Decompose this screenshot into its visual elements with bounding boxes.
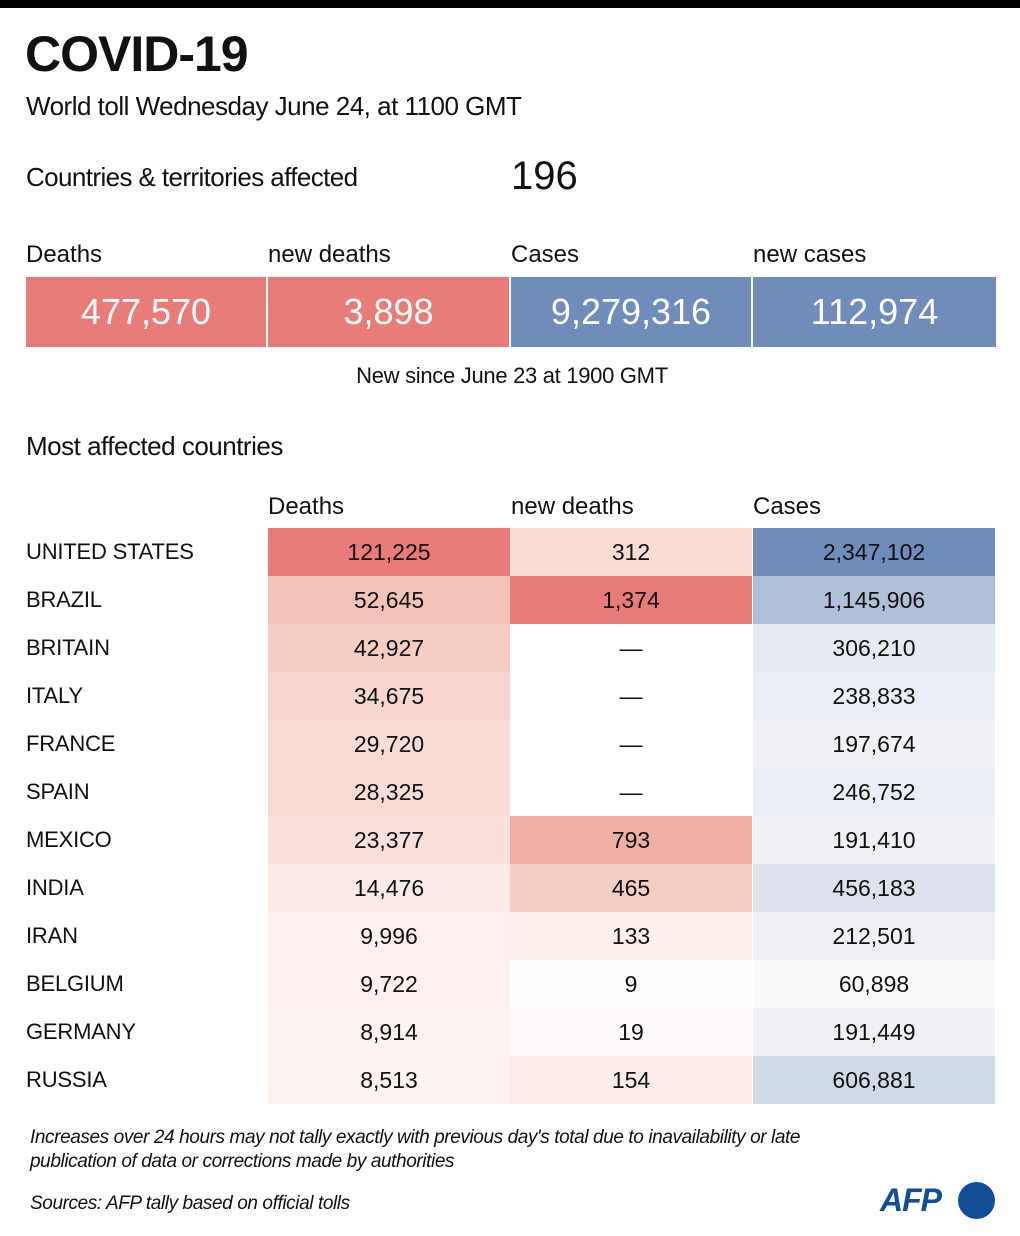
cases-cell: 606,881 <box>753 1056 995 1104</box>
country-name: GERMANY <box>26 1019 136 1044</box>
new-deaths-cell: — <box>510 720 752 768</box>
deaths-cell: 9,996 <box>268 912 510 960</box>
table-row: BRITAIN 42,927—306,210 <box>0 624 1020 672</box>
deaths-cell: 29,720 <box>268 720 510 768</box>
summary-header-cases: Cases <box>511 241 580 268</box>
deaths-cell: 34,675 <box>268 672 510 720</box>
new-deaths-cell: 793 <box>510 816 752 864</box>
deaths-cell: 42,927 <box>268 624 510 672</box>
new-deaths-cell: 312 <box>510 528 752 576</box>
table-row: FRANCE 29,720—197,674 <box>0 720 1020 768</box>
summary-boxes: 477,570 3,898 9,279,316 112,974 <box>26 277 996 347</box>
table-row: SPAIN 28,325—246,752 <box>0 768 1020 816</box>
new-deaths-cell: 133 <box>510 912 752 960</box>
afp-logo: AFP <box>880 1180 1000 1220</box>
deaths-cell: 121,225 <box>268 528 510 576</box>
new-deaths-cell: 19 <box>510 1008 752 1056</box>
country-name: RUSSIA <box>26 1067 107 1092</box>
afp-logo-text: AFP <box>880 1182 942 1218</box>
table-row: IRAN 9,996 133 212,501 <box>0 912 1020 960</box>
deaths-cell: 9,722 <box>268 960 510 1008</box>
country-name: BELGIUM <box>26 971 124 996</box>
countries-table: UNITED STATES 121,225 312 2,347,102 BRAZIL 52… <box>0 528 1020 1104</box>
deaths-cell: 23,377 <box>268 816 510 864</box>
section-title: Most affected countries <box>26 431 283 461</box>
page-title: COVID-19 <box>25 26 249 82</box>
new-deaths-cell: 1,374 <box>510 576 752 624</box>
country-name: BRAZIL <box>26 587 102 612</box>
cases-cell: 197,674 <box>753 720 995 768</box>
column-header-deaths: Deaths <box>268 493 345 520</box>
country-name: BRITAIN <box>26 635 110 660</box>
table-row: BELGIUM 9,722 9 60,898 <box>0 960 1020 1008</box>
country-name: MEXICO <box>26 827 112 852</box>
country-name: SPAIN <box>26 779 90 804</box>
new-deaths-cell: — <box>510 624 752 672</box>
cases-cell: 60,898 <box>753 960 995 1008</box>
cases-cell: 212,501 <box>753 912 995 960</box>
column-header-new-deaths: new deaths <box>511 493 634 520</box>
cases-cell: 306,210 <box>753 624 995 672</box>
table-headers: Deaths new deaths Cases <box>0 492 1020 522</box>
cases-cell: 456,183 <box>753 864 995 912</box>
deaths-cell: 8,513 <box>268 1056 510 1104</box>
summary-box-new-cases: 112,974 <box>753 277 996 347</box>
summary-headers: Deaths new deaths Cases new cases <box>26 240 996 270</box>
cases-cell: 2,347,102 <box>753 528 995 576</box>
sources-note: Sources: AFP tally based on official tol… <box>30 1193 350 1214</box>
deaths-cell: 8,914 <box>268 1008 510 1056</box>
cases-cell: 1,145,906 <box>753 576 995 624</box>
countries-affected-label: Countries & territories affected <box>26 162 358 192</box>
footnote: Increases over 24 hours may not tally ex… <box>30 1127 801 1172</box>
deaths-cell: 52,645 <box>268 576 510 624</box>
table-row: BRAZIL 52,645 1,374 1,145,906 <box>0 576 1020 624</box>
country-name: UNITED STATES <box>26 539 194 564</box>
summary-header-new-deaths: new deaths <box>268 241 391 268</box>
deaths-cell: 14,476 <box>268 864 510 912</box>
table-row: MEXICO 23,377 793 191,410 <box>0 816 1020 864</box>
table-row: UNITED STATES 121,225 312 2,347,102 <box>0 528 1020 576</box>
new-since-note: New since June 23 at 1900 GMT <box>356 363 668 388</box>
cases-cell: 238,833 <box>753 672 995 720</box>
table-row: ITALY 34,675—238,833 <box>0 672 1020 720</box>
cases-cell: 191,410 <box>753 816 995 864</box>
new-deaths-cell: — <box>510 672 752 720</box>
top-bar <box>0 0 1020 8</box>
summary-header-deaths: Deaths <box>26 241 103 268</box>
column-header-cases: Cases <box>753 493 822 520</box>
new-deaths-cell: 9 <box>510 960 752 1008</box>
page-subtitle: World toll Wednesday June 24, at 1100 GM… <box>26 91 522 121</box>
country-name: IRAN <box>26 923 78 948</box>
cases-cell: 191,449 <box>753 1008 995 1056</box>
table-row: GERMANY 8,914 19 191,449 <box>0 1008 1020 1056</box>
deaths-cell: 28,325 <box>268 768 510 816</box>
country-name: INDIA <box>26 875 84 900</box>
new-deaths-cell: — <box>510 768 752 816</box>
table-row: RUSSIA 8,513 154 606,881 <box>0 1056 1020 1104</box>
country-name: FRANCE <box>26 731 116 756</box>
countries-affected-value: 196 <box>511 154 578 198</box>
table-row: INDIA 14,476 465 456,183 <box>0 864 1020 912</box>
new-deaths-cell: 465 <box>510 864 752 912</box>
summary-box-deaths: 477,570 <box>26 277 266 347</box>
summary-box-new-deaths: 3,898 <box>268 277 509 347</box>
afp-logo-dot-icon <box>958 1182 995 1219</box>
summary-header-new-cases: new cases <box>753 241 867 268</box>
summary-box-cases: 9,279,316 <box>511 277 751 347</box>
country-name: ITALY <box>26 683 83 708</box>
cases-cell: 246,752 <box>753 768 995 816</box>
new-deaths-cell: 154 <box>510 1056 752 1104</box>
